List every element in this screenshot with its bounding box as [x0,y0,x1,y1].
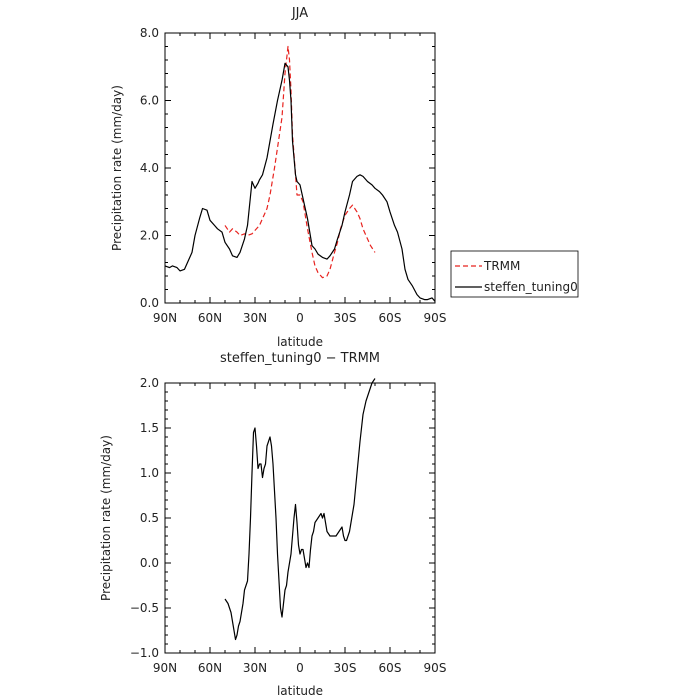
legend-label-trmm: TRMM [483,259,520,273]
bottom-plot-xtick-label: 30N [243,661,267,675]
top-plot-series-line-2 [164,62,436,302]
bottom-plot-xtick-label: 90S [424,661,447,675]
top-plot-series [164,45,436,302]
top-plot-xtick-label: 60S [379,311,402,325]
bottom-plot-series [224,378,376,641]
top-plot-xlabel: latitude [277,335,323,349]
top-plot-xtick-label: 90N [153,311,177,325]
bottom-plot-ytick-label: −1.0 [130,646,159,660]
top-plot-series-line-1 [224,45,376,279]
bottom-plot-ytick-label: 0.0 [140,556,159,570]
bottom-plot: steffen_tuning0 − TRMM 90N 60N 30N 0 30S 60S 9… [99,351,446,698]
bottom-plot-xtick-label: 60N [198,661,222,675]
legend: TRMM steffen_tuning0 [450,250,579,298]
top-plot-xtick-label: 30N [243,311,267,325]
top-plot: JJA 90N 60N 30N 0 30S 60S 90S 0.0 2.0 4.0 6.0 8.0 l… [110,6,446,349]
bottom-plot-tick-labels: 90N 60N 30N 0 30S 60S 90S −1.0 −0.5 0.0 0.5 1.0 1.5 2… [130,376,447,675]
bottom-plot-title: steffen_tuning0 − TRMM [220,351,380,366]
legend-box [450,250,579,298]
top-plot-ytick-label: 2.0 [140,229,159,243]
bottom-plot-ytick-label: 2.0 [140,376,159,390]
top-plot-ytick-label: 8.0 [140,26,159,40]
top-plot-title: JJA [291,6,308,21]
top-plot-ticks [164,32,436,304]
top-plot-xtick-label: 0 [296,311,304,325]
bottom-plot-ticks [164,382,436,654]
bottom-plot-ylabel: Precipitation rate (mm/day) [99,435,113,601]
bottom-plot-ytick-label: −0.5 [130,601,159,615]
bottom-plot-ytick-label: 1.0 [140,466,159,480]
bottom-plot-frame [164,382,436,654]
bottom-plot-ytick-label: 0.5 [140,511,159,525]
top-plot-ytick-label: 4.0 [140,161,159,175]
bottom-plot-xtick-label: 30S [334,661,357,675]
bottom-plot-xtick-label: 90N [153,661,177,675]
legend-label-steffen: steffen_tuning0 [484,280,578,294]
bottom-plot-xtick-label: 0 [296,661,304,675]
top-plot-ytick-label: 6.0 [140,94,159,108]
bottom-plot-ytick-label: 1.5 [140,421,159,435]
top-plot-xtick-label: 90S [424,311,447,325]
bottom-plot-series-line-1 [224,378,376,641]
top-plot-frame [164,32,436,304]
top-plot-ytick-label: 0.0 [140,296,159,310]
top-plot-tick-labels: 90N 60N 30N 0 30S 60S 90S 0.0 2.0 4.0 6.0 8.0 [140,26,447,325]
top-plot-xtick-label: 30S [334,311,357,325]
top-plot-xtick-label: 60N [198,311,222,325]
bottom-plot-xtick-label: 60S [379,661,402,675]
bottom-plot-xlabel: latitude [277,684,323,698]
top-plot-ylabel: Precipitation rate (mm/day) [110,85,124,251]
